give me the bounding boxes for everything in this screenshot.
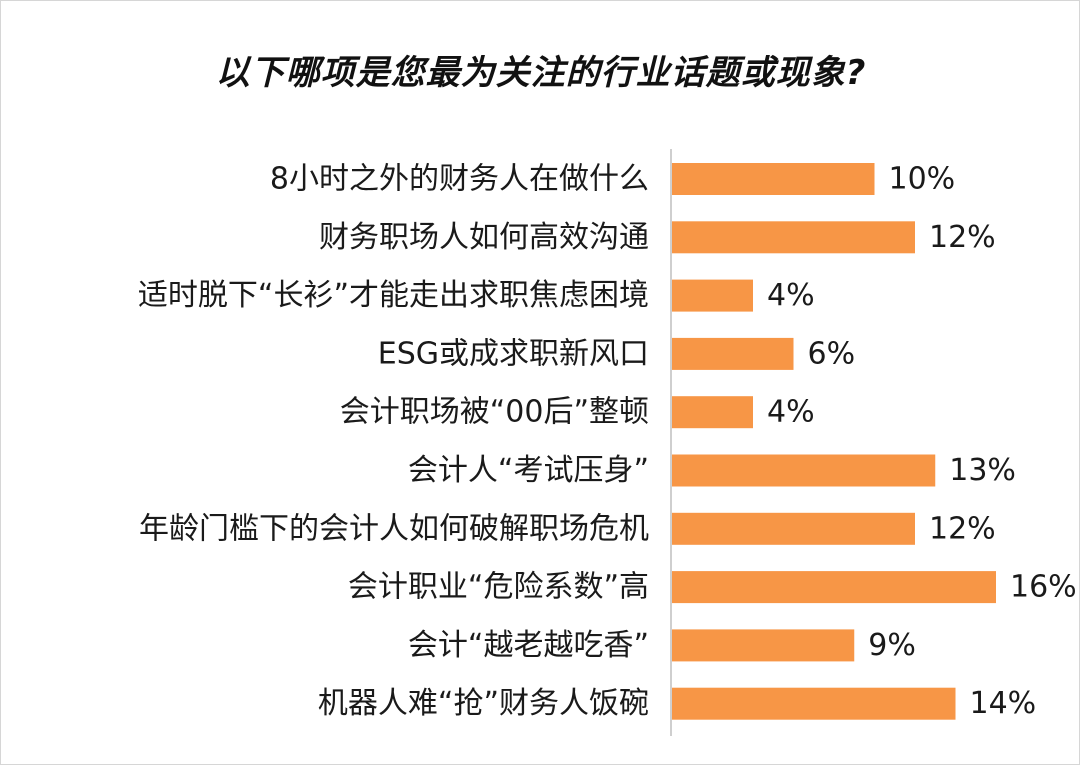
value-label: 6% <box>808 336 856 371</box>
bar <box>672 629 855 662</box>
category-label: ESG或成求职新风口 <box>378 336 649 371</box>
chart-title: 以下哪项是您最为关注的行业话题或现象? <box>215 53 867 93</box>
bar <box>672 454 936 487</box>
category-label: 会计职业“危险系数”高 <box>348 570 649 605</box>
bar <box>672 571 996 604</box>
bars-layer: 8小时之外的财务人在做什么 10% 财务职场人如何高效沟通 12% 适时脱下“长衫”才能… <box>138 162 1077 722</box>
value-label: 4% <box>767 278 815 313</box>
value-label: 16% <box>1010 570 1077 605</box>
value-label: 12% <box>929 511 996 546</box>
value-label: 14% <box>970 686 1037 721</box>
value-label: 10% <box>889 162 956 197</box>
bar <box>672 337 794 370</box>
bar <box>672 279 753 312</box>
category-label: 财务职场人如何高效沟通 <box>319 220 649 255</box>
bar <box>672 163 875 195</box>
bar <box>672 687 956 720</box>
category-label: 适时脱下“长衫”才能走出求职焦虑困境 <box>138 278 649 313</box>
value-label: 9% <box>868 628 916 663</box>
category-label: 8小时之外的财务人在做什么 <box>270 162 649 197</box>
value-label: 4% <box>767 395 815 430</box>
category-label: 机器人难“抢”财务人饭碗 <box>318 686 649 721</box>
category-label: 会计职场被“00后”整顿 <box>340 395 649 430</box>
value-label: 13% <box>949 453 1016 488</box>
category-label: 年龄门槛下的会计人如何破解职场危机 <box>139 511 649 546</box>
value-label: 12% <box>929 220 996 255</box>
category-label: 会计“越老越吃香” <box>408 628 649 663</box>
category-label: 会计人“考试压身” <box>408 453 649 488</box>
bar <box>672 512 915 545</box>
bar <box>672 396 753 429</box>
bar <box>672 221 915 254</box>
